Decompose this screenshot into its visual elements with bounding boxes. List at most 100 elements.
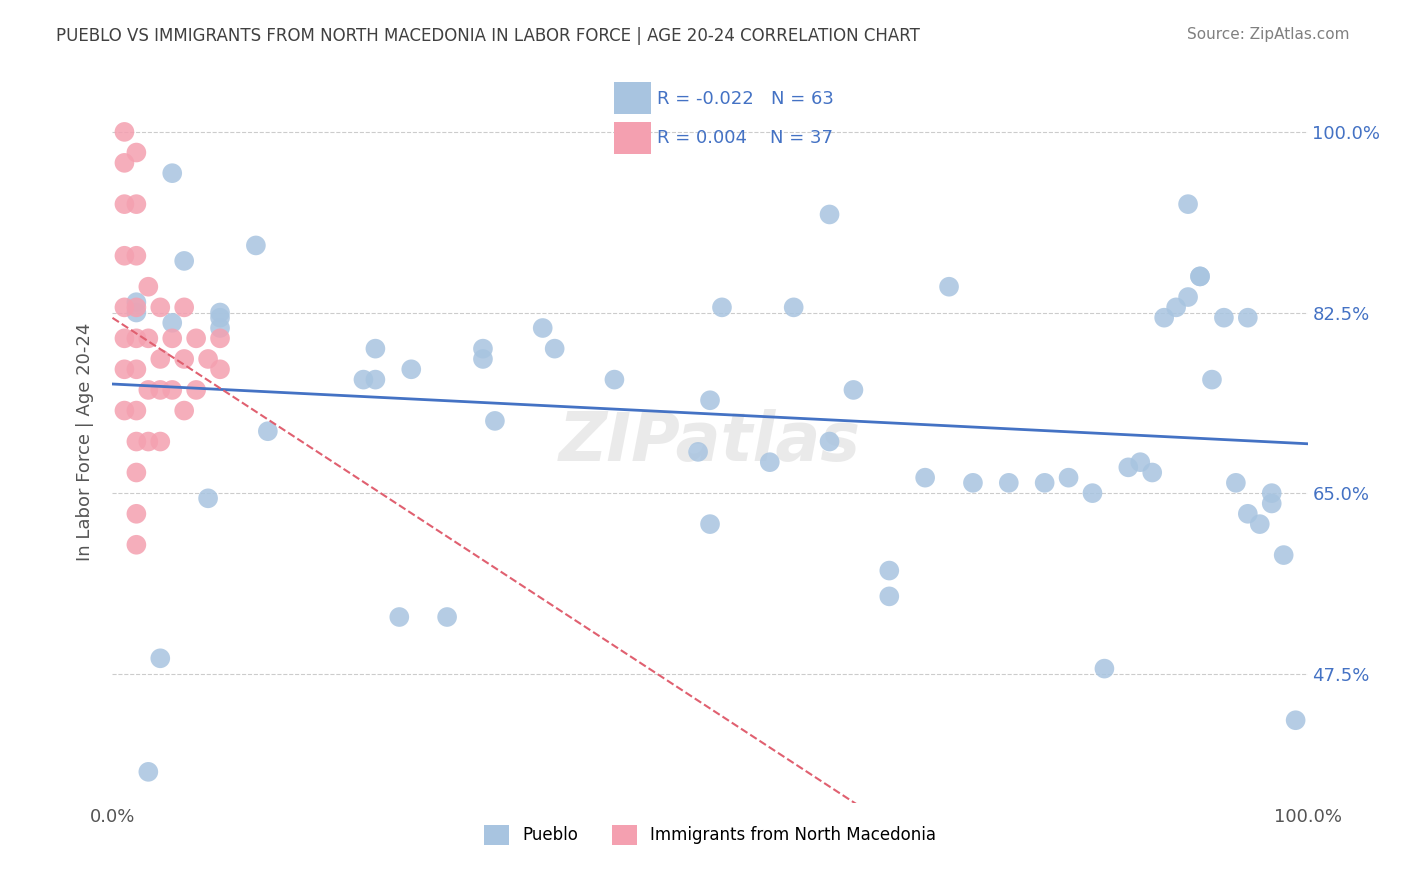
Point <box>759 455 782 469</box>
Point <box>173 301 195 315</box>
Point <box>149 351 172 366</box>
Point <box>162 331 183 345</box>
Point <box>1189 269 1212 284</box>
Point <box>125 466 148 480</box>
Point <box>401 362 423 376</box>
Point <box>114 197 135 211</box>
Point <box>138 279 160 293</box>
Point <box>1213 310 1236 325</box>
Point <box>114 156 135 170</box>
Point <box>1189 269 1212 284</box>
Point <box>114 125 135 139</box>
Point <box>125 249 148 263</box>
Text: PUEBLO VS IMMIGRANTS FROM NORTH MACEDONIA IN LABOR FORCE | AGE 20-24 CORRELATION: PUEBLO VS IMMIGRANTS FROM NORTH MACEDONI… <box>56 27 920 45</box>
Point <box>1237 507 1260 521</box>
Point <box>688 445 710 459</box>
Point <box>138 331 160 345</box>
Point <box>162 316 183 330</box>
Point <box>186 331 208 345</box>
Point <box>364 342 387 356</box>
Point <box>998 475 1021 490</box>
Point <box>531 321 554 335</box>
Point <box>914 471 936 485</box>
Point <box>472 351 495 366</box>
Point <box>173 351 195 366</box>
Point <box>1261 486 1284 500</box>
Point <box>603 373 626 387</box>
Point <box>484 414 506 428</box>
Point <box>711 301 734 315</box>
Text: R = -0.022   N = 63: R = -0.022 N = 63 <box>657 90 834 108</box>
Point <box>125 434 148 449</box>
Point <box>209 321 232 335</box>
Point <box>138 434 160 449</box>
Point <box>125 301 148 315</box>
Point <box>125 507 148 521</box>
Point <box>125 145 148 160</box>
Point <box>818 207 841 221</box>
Point <box>1249 517 1271 532</box>
Point <box>162 383 183 397</box>
Point <box>1094 662 1116 676</box>
Bar <box>614 82 651 114</box>
Point <box>1118 460 1140 475</box>
Point <box>209 310 232 325</box>
Point <box>1033 475 1056 490</box>
Y-axis label: In Labor Force | Age 20-24: In Labor Force | Age 20-24 <box>76 322 94 561</box>
Point <box>436 610 458 624</box>
Point <box>1153 310 1175 325</box>
Text: Source: ZipAtlas.com: Source: ZipAtlas.com <box>1187 27 1350 42</box>
Point <box>879 564 901 578</box>
Point <box>842 383 865 397</box>
Point <box>114 301 135 315</box>
Point <box>1201 373 1223 387</box>
Point <box>543 342 565 356</box>
Point <box>1177 197 1199 211</box>
Point <box>1272 548 1295 562</box>
Text: R = 0.004    N = 37: R = 0.004 N = 37 <box>657 128 834 146</box>
Point <box>197 351 219 366</box>
Point <box>114 362 135 376</box>
Point <box>125 197 148 211</box>
Point <box>114 249 135 263</box>
Text: ZIPatlas: ZIPatlas <box>560 409 860 475</box>
Legend: Pueblo, Immigrants from North Macedonia: Pueblo, Immigrants from North Macedonia <box>484 825 936 845</box>
Point <box>1225 475 1247 490</box>
Point <box>138 383 160 397</box>
Point <box>472 342 495 356</box>
Point <box>162 166 183 180</box>
Point <box>879 590 901 604</box>
Point <box>125 331 148 345</box>
Point <box>186 383 208 397</box>
Point <box>938 279 960 293</box>
Point <box>125 362 148 376</box>
Point <box>699 517 721 532</box>
Point <box>1057 471 1080 485</box>
Point <box>209 331 232 345</box>
Point <box>125 403 148 417</box>
Point <box>1177 290 1199 304</box>
Point <box>388 610 411 624</box>
Point <box>209 305 232 319</box>
Point <box>364 373 387 387</box>
Point <box>245 238 267 252</box>
Point <box>149 434 172 449</box>
Point <box>1129 455 1152 469</box>
Point <box>138 764 160 779</box>
Point <box>1237 310 1260 325</box>
Point <box>125 538 148 552</box>
Point <box>149 651 172 665</box>
Point <box>1081 486 1104 500</box>
Point <box>782 301 804 315</box>
Point <box>818 434 841 449</box>
Point <box>173 403 195 417</box>
Point <box>1166 301 1188 315</box>
Point <box>962 475 984 490</box>
Point <box>114 331 135 345</box>
Point <box>352 373 374 387</box>
Point <box>125 295 148 310</box>
Point <box>257 424 280 438</box>
Point <box>1142 466 1164 480</box>
Point <box>125 305 148 319</box>
Point <box>114 403 135 417</box>
